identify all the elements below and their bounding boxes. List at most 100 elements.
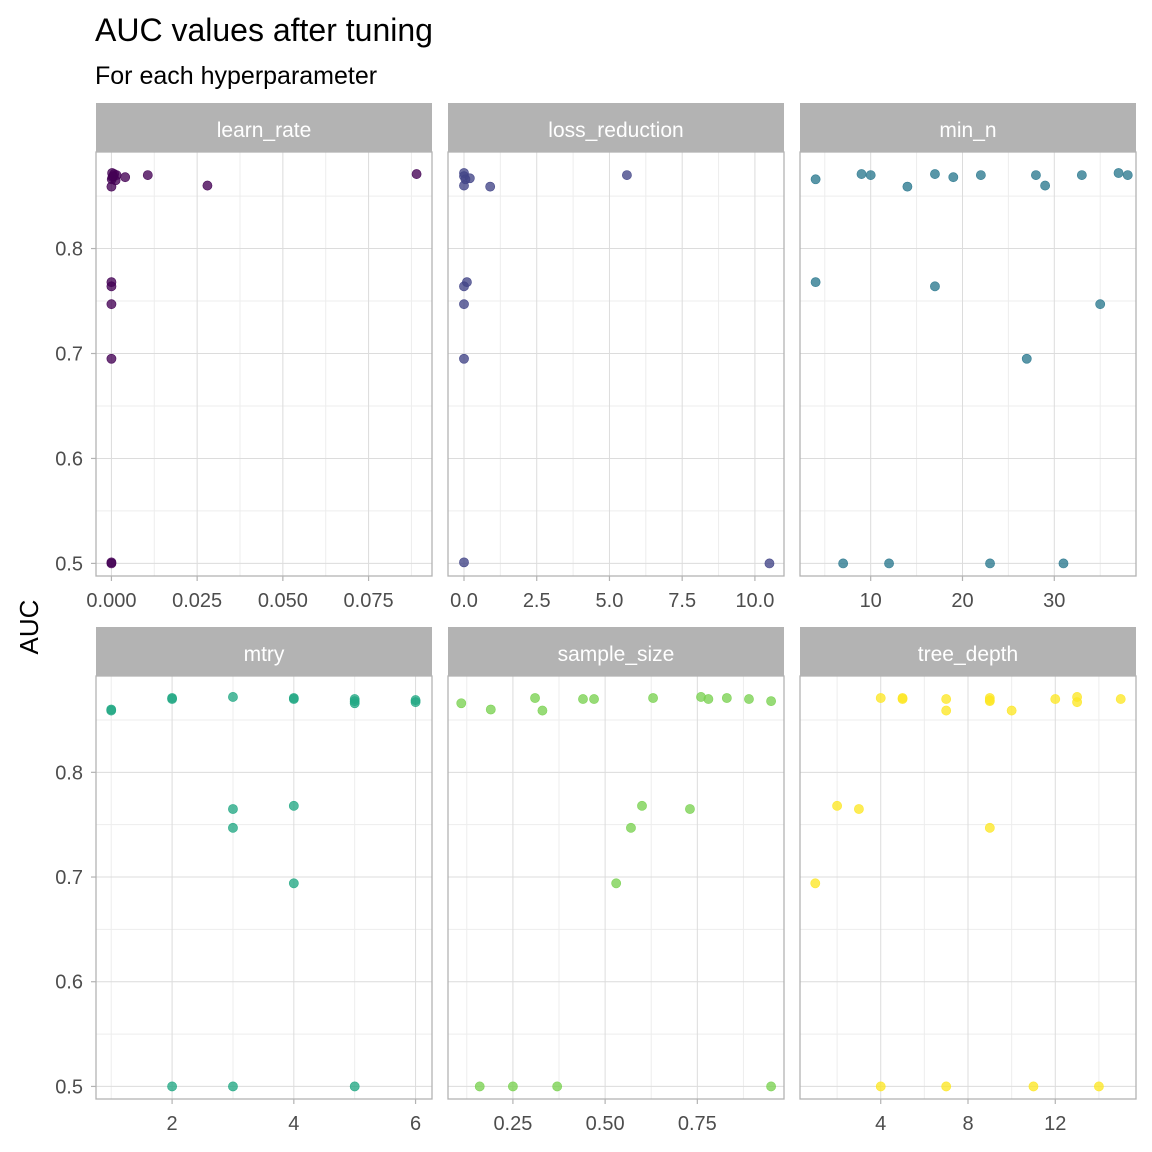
x-tick-label: 10 [860,590,882,612]
data-point [1076,170,1087,180]
data-point [1115,694,1126,704]
data-point [832,800,842,811]
data-point [288,694,299,704]
y-tick-label: 0.6 [55,448,83,470]
x-tick-label: 6 [410,1113,421,1135]
data-point [349,696,360,707]
data-point [228,822,238,833]
data-point [106,558,117,569]
data-point [288,878,299,889]
data-point [106,181,117,192]
facet-strip-label: mtry [244,643,285,666]
data-point [537,705,548,716]
data-point [930,281,940,292]
chart-title: AUC values after tuning [95,12,433,48]
data-point [622,170,632,180]
data-point [459,180,469,191]
data-point [349,1081,360,1092]
data-point [648,693,658,703]
y-tick-label: 0.8 [55,239,83,261]
data-point [228,1081,238,1092]
chart-subtitle: For each hyperparameter [95,62,377,90]
facet-panels: learn_rate 0.000 0.025 0.050 0.075 0.5 0.6 0.7 0… [55,103,1137,1135]
facet-loss-reduction: loss_reduction 0.0 2.5 5.0 7.5 10.0 [447,103,785,612]
data-point [744,694,754,704]
x-tick-label: 2.5 [523,590,551,612]
data-point [854,804,864,814]
y-tick-label: 0.5 [55,553,83,575]
y-tick-label: 0.7 [55,344,83,366]
panel-border [95,675,433,1100]
facet-strip [96,627,432,676]
data-point [410,697,421,708]
data-point [611,878,622,889]
data-point [810,174,821,185]
x-tick-label: 0.050 [258,590,308,612]
data-point [106,281,117,292]
data-point [1006,705,1017,716]
data-point [626,822,636,833]
facet-min-n: min_n 10 20 30 [799,103,1137,612]
data-point [941,1081,952,1092]
data-point [474,1081,485,1092]
data-point [766,696,776,707]
x-tick-label: 4 [875,1113,886,1135]
panel-border [447,675,785,1100]
data-point [459,299,469,310]
panel-background [448,152,784,576]
x-tick-label: 0.75 [678,1113,717,1135]
data-point [1122,170,1133,180]
facet-strip [448,103,784,152]
data-point [875,693,886,703]
data-point [1028,1081,1039,1092]
data-point [884,558,894,569]
data-point [685,804,695,814]
data-point [766,1081,776,1092]
data-point [167,1081,177,1092]
data-point [984,696,995,707]
data-point [703,694,714,704]
data-point [485,181,496,192]
facet-strip-label: min_n [939,119,996,142]
data-point [459,353,469,364]
data-point [1058,558,1069,569]
facet-learn-rate: learn_rate 0.000 0.025 0.050 0.075 0.5 0.6 0.7 0… [55,103,433,612]
y-tick-label: 0.7 [55,867,83,889]
x-tick-label: 7.5 [668,590,696,612]
data-point [902,181,913,192]
y-tick-label: 0.8 [55,762,83,784]
x-tick-label: 10.0 [735,590,774,612]
x-tick-label: 0.25 [493,1113,532,1135]
y-axis-title: AUC [14,600,44,655]
data-point [1031,170,1041,180]
data-point [228,804,238,814]
data-point [1113,168,1124,178]
data-point [721,693,732,703]
data-point [106,299,117,310]
x-tick-label: 12 [1044,1113,1066,1135]
facet-strip [800,103,1136,152]
x-tick-label: 4 [288,1113,299,1135]
data-point [589,694,599,704]
data-point [941,705,952,716]
data-point [897,694,908,704]
facet-strip-label: tree_depth [918,643,1018,666]
data-point [985,558,995,569]
data-point [459,557,469,568]
data-point [456,698,467,709]
panel-background [800,152,1136,576]
x-tick-label: 0.50 [586,1113,625,1135]
data-point [865,170,876,180]
data-point [411,169,422,179]
facet-strip-label: sample_size [558,643,675,666]
data-point [552,1081,563,1092]
x-tick-label: 30 [1043,590,1065,612]
data-point [120,172,131,183]
panel-background [96,152,432,576]
data-point [810,878,821,889]
data-point [106,705,117,716]
facet-tree-depth: tree_depth 4 8 12 [799,627,1137,1135]
data-point [875,1081,886,1092]
data-point [810,277,821,288]
data-point [106,353,117,364]
